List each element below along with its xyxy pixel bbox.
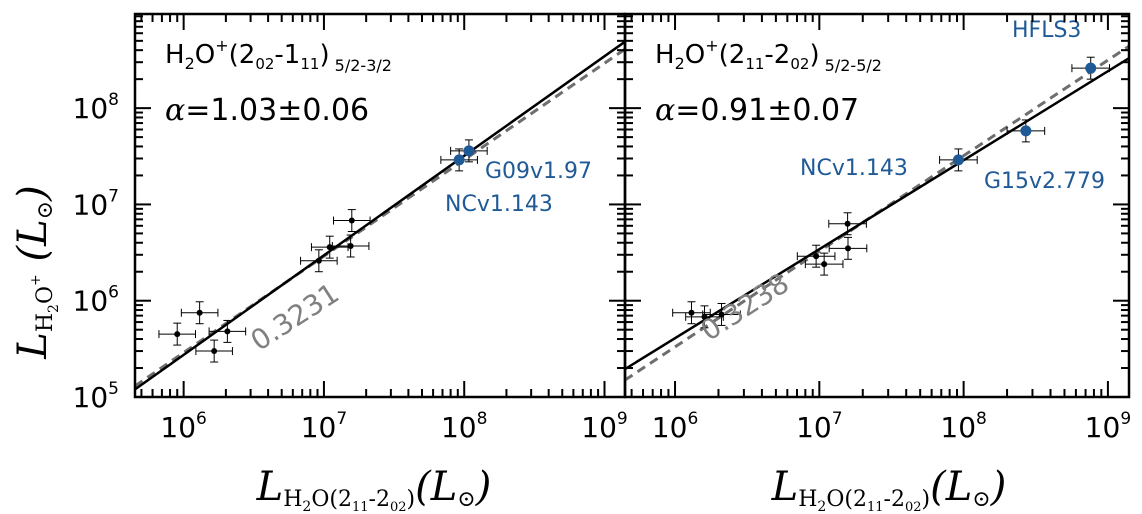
data-point-marker	[463, 145, 475, 157]
data-point-marker	[718, 311, 725, 318]
data-point-marker	[348, 217, 355, 224]
x-tick-label: 106	[652, 409, 698, 444]
data-point-marker	[224, 328, 231, 335]
x-tick-label: 109	[1085, 409, 1131, 444]
x-axis-label: LH2O(211-202)(L⊙)	[256, 464, 492, 514]
data-point-marker	[315, 257, 322, 264]
data-point-marker	[174, 331, 181, 338]
point-label: G15v2.779	[984, 169, 1105, 194]
data-point-marker	[326, 244, 333, 251]
x-tick-label: 108	[441, 409, 487, 444]
data-point-marker	[844, 220, 851, 227]
data-point	[300, 249, 338, 273]
highlighted-data-point	[440, 148, 478, 172]
data-point-marker	[211, 348, 218, 355]
data-point	[158, 322, 197, 346]
slope-label: 0.3238	[695, 267, 795, 348]
y-axis-label: LH2O+ (L⊙)	[10, 185, 62, 359]
transition-label: H2O+(211-202) 5/2-5/2	[655, 36, 882, 75]
x-tick-label: 107	[796, 409, 842, 444]
point-label: HFLS3	[1012, 18, 1081, 43]
y-tick-label: 107	[73, 186, 119, 221]
data-point	[796, 244, 836, 268]
x-tick-label: 107	[301, 409, 347, 444]
data-point-marker	[347, 243, 354, 250]
plot-frame	[623, 12, 1131, 399]
point-label: G09v1.97	[485, 159, 592, 184]
data-point	[208, 319, 247, 343]
y-tick-label: 108	[73, 90, 119, 125]
highlighted-data-point	[1006, 119, 1046, 143]
data-point	[702, 302, 741, 326]
dashed-reference-line	[135, 47, 625, 388]
y-tick-label: 106	[73, 283, 119, 318]
data-point	[672, 301, 711, 325]
x-tick-label: 108	[940, 409, 986, 444]
alpha-label: α=1.03±0.06	[165, 93, 369, 128]
highlighted-data-point	[450, 139, 488, 163]
y-tick-label: 105	[73, 379, 119, 414]
alpha-label: α=0.91±0.07	[655, 93, 859, 128]
svg-text:LH2O+ (L⊙): LH2O+ (L⊙)	[10, 185, 62, 359]
point-label: NCv1.143	[445, 192, 553, 217]
data-point	[685, 305, 724, 329]
x-axis-label: LH2O(211-202)(L⊙)	[771, 464, 1007, 514]
highlighted-data-point	[939, 148, 978, 172]
data-point	[331, 234, 370, 258]
data-point	[828, 212, 867, 236]
data-point	[195, 339, 233, 363]
data-point-marker	[952, 154, 964, 166]
x-tick-label: 106	[160, 409, 206, 444]
data-point	[828, 236, 868, 260]
transition-label: H2O+(202-111) 5/2-3/2	[165, 36, 392, 75]
data-point-marker	[688, 309, 695, 316]
data-point	[333, 209, 371, 233]
data-point-marker	[821, 261, 828, 268]
slope-label: 0.3231	[245, 277, 345, 358]
highlighted-data-point	[1071, 56, 1111, 80]
point-label: NCv1.143	[800, 156, 908, 181]
data-point-marker	[1020, 125, 1032, 137]
data-point-marker	[196, 309, 203, 316]
data-point-marker	[453, 154, 465, 166]
data-point	[804, 252, 844, 276]
data-point-marker	[1085, 62, 1097, 74]
data-point-marker	[844, 245, 851, 252]
right-panel: NCv1.143 G15v2.779 HFLS3 106 107 108 109 H2O+(2…	[623, 12, 1131, 514]
left-panel: NCv1.143 G09v1.97 106 107 108 109 105 106 107 108…	[73, 12, 628, 514]
data-point-marker	[813, 253, 820, 260]
x-tick-label: 109	[581, 409, 627, 444]
data-point	[180, 301, 219, 325]
data-point	[310, 235, 349, 259]
